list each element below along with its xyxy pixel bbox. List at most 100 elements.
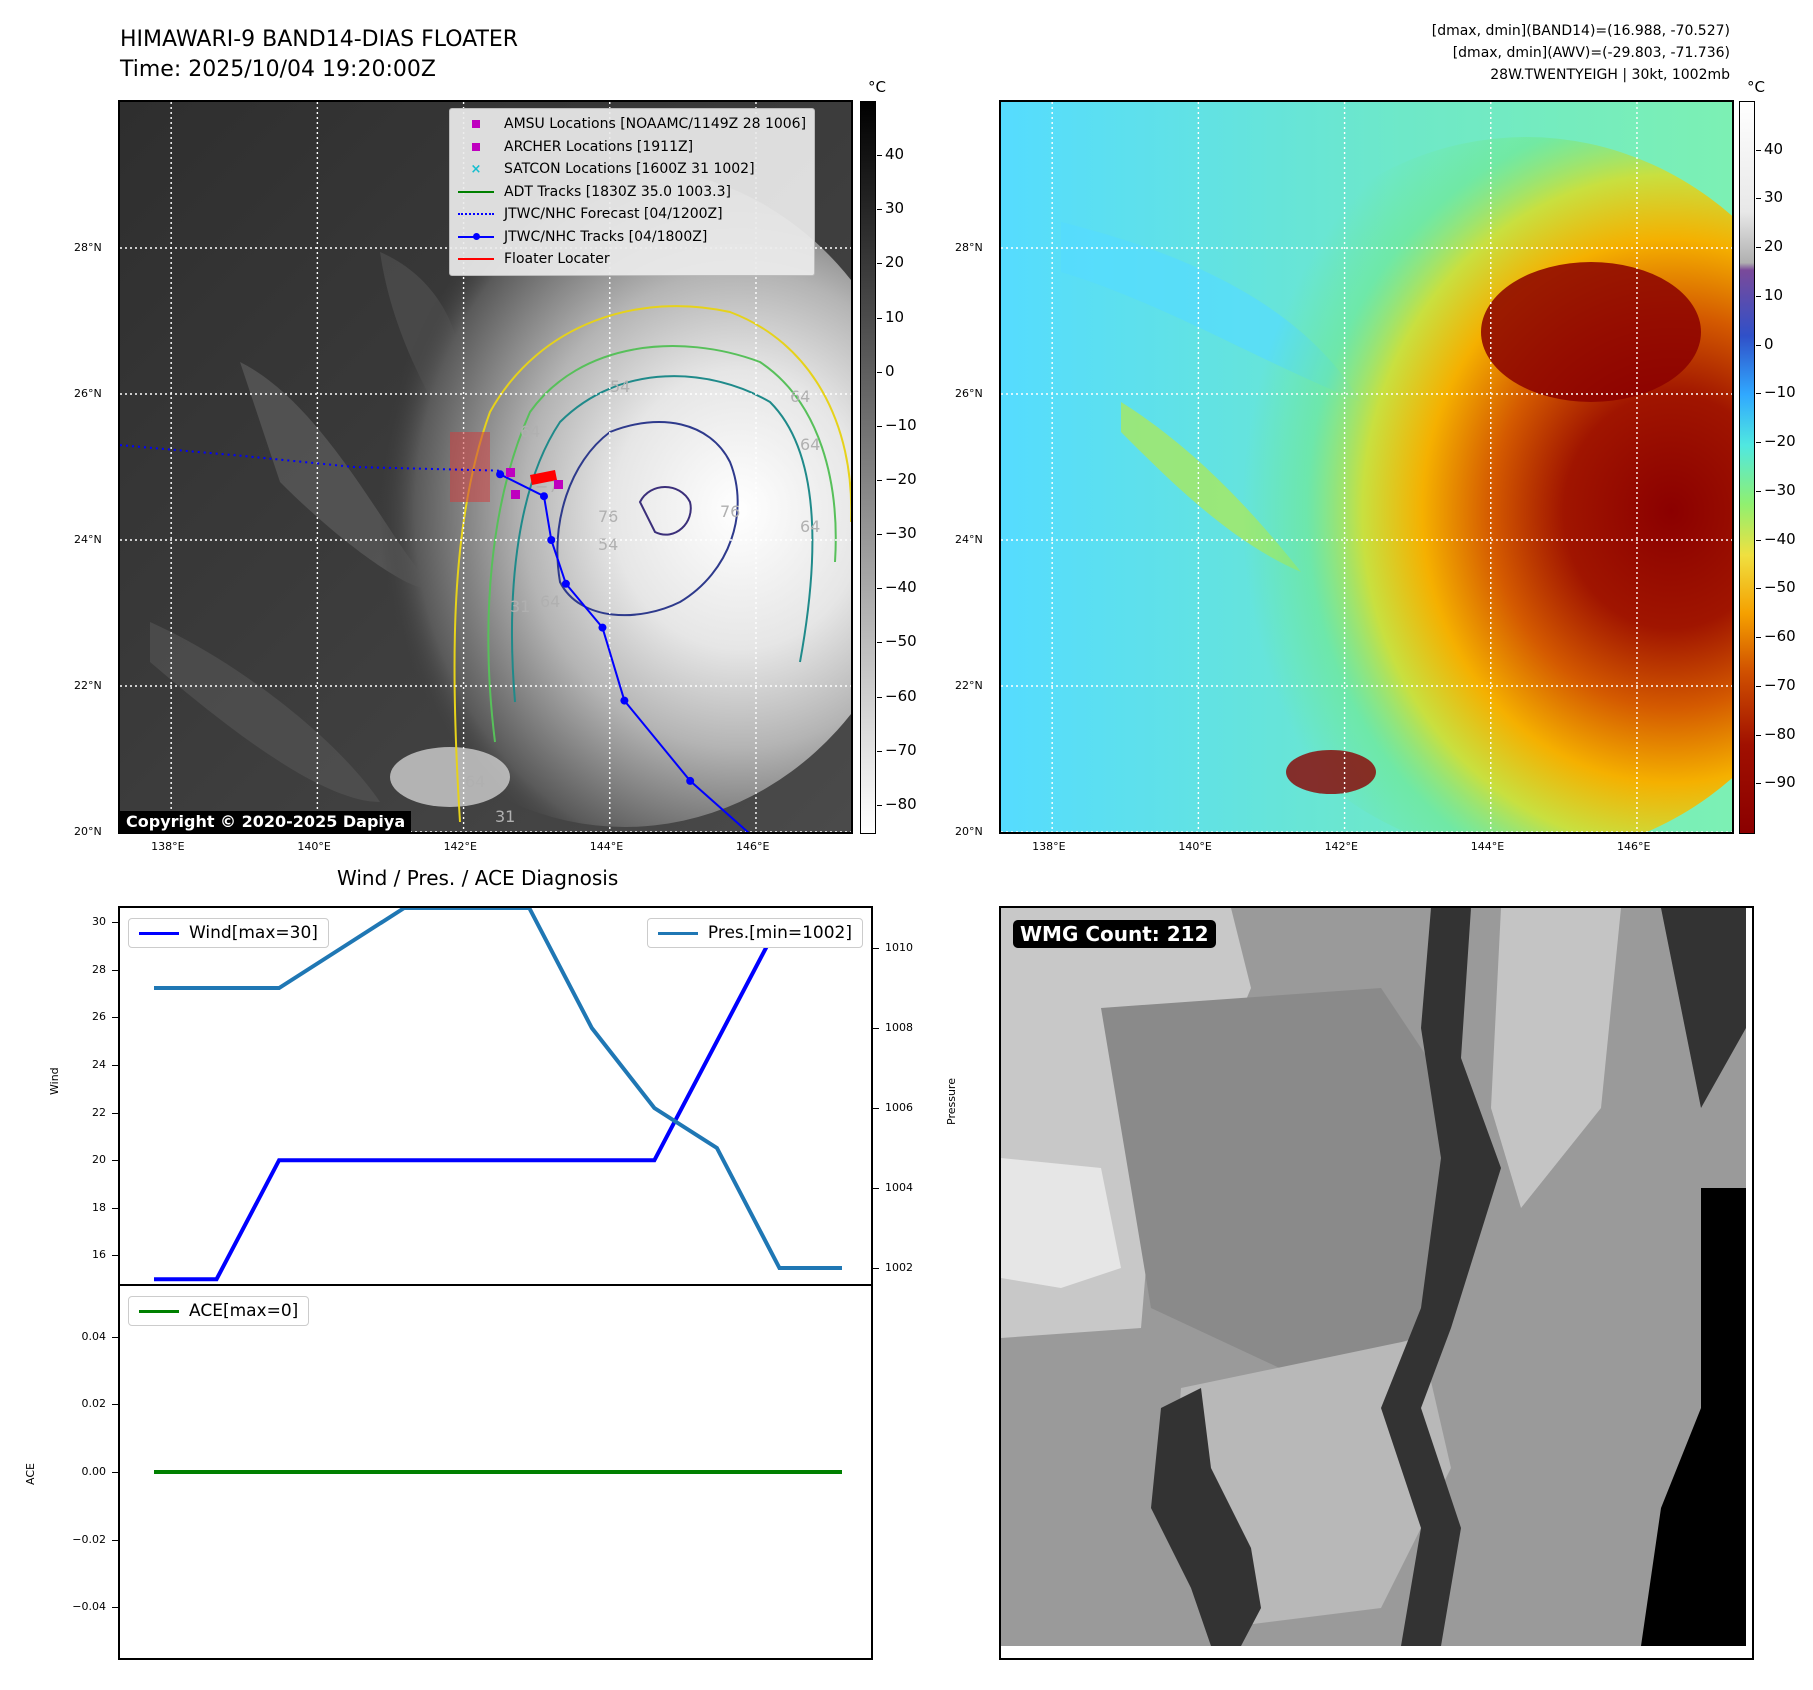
colorbar-tick-mark	[877, 371, 882, 373]
ace-plot: ACE[max=0]	[118, 1284, 873, 1660]
lon-tick-label: 140°E	[1178, 840, 1212, 853]
pressure-legend: Pres.[min=1002]	[646, 918, 863, 948]
colorbar-tick-mark	[877, 317, 882, 319]
y-tick-label: 28	[92, 962, 106, 976]
colorbar-tick-mark	[877, 480, 882, 482]
colorbar-tick-label: −10	[1764, 383, 1796, 402]
lon-tick-label: 138°E	[151, 840, 185, 853]
cold-top-region	[1286, 750, 1376, 794]
legend-label: ARCHER Locations [1911Z]	[504, 138, 694, 155]
ace-legend-label: ACE[max=0]	[189, 1301, 299, 1321]
colorbar-tick-mark	[877, 750, 882, 752]
colorbar-tick-mark	[1756, 588, 1761, 590]
colorbar-tick-label: 20	[1764, 237, 1784, 256]
ace-legend: ACE[max=0]	[128, 1296, 310, 1326]
wind-legend-label: Wind[max=30]	[189, 923, 318, 943]
awv-map-svg	[1001, 102, 1732, 832]
copyright-label: Copyright © 2020-2025 Dapiya	[120, 811, 412, 832]
legend-label: ADT Tracks [1830Z 35.0 1003.3]	[504, 183, 731, 200]
contour-label: 31	[510, 597, 530, 616]
pressure-axis-label: Pressure	[945, 1078, 958, 1125]
colorbar-tick-label: −50	[1764, 578, 1796, 597]
y-tick-label: 1010	[885, 941, 913, 954]
lat-tick-label: 24°N	[955, 533, 983, 546]
contour-yellow	[453, 305, 851, 823]
colorbar-tick-mark	[1756, 685, 1761, 687]
colorbar-tick-mark	[1756, 295, 1761, 297]
wmg-svg	[1001, 908, 1752, 1658]
lon-tick-label: 146°E	[735, 840, 770, 853]
contour-label: 54	[598, 535, 618, 554]
colorbar-tick-label: 10	[885, 307, 905, 326]
colorbar-tick-label: −40	[885, 578, 917, 597]
colorbar-tick-label: 40	[885, 145, 905, 164]
wind-pressure-svg	[154, 908, 842, 1282]
y-tick-mark	[112, 1207, 118, 1209]
cold-top-region	[1481, 262, 1701, 402]
colorbar-tick-label: −80	[885, 794, 917, 813]
contour-label: 31	[495, 807, 515, 826]
wind-legend-swatch	[139, 931, 179, 935]
lat-tick-label: 20°N	[74, 825, 102, 838]
ir-legend: AMSU Locations [NOAAMC/1149Z 28 1006] ARC…	[449, 108, 816, 276]
lat-tick-label: 26°N	[74, 387, 102, 400]
legend-entry: Floater Locater	[456, 248, 806, 271]
colorbar-tick-label: −50	[885, 632, 917, 651]
colorbar-tick-mark	[1756, 490, 1761, 492]
colorbar-tick-mark	[877, 155, 882, 157]
colorbar-tick-label: −10	[885, 415, 917, 434]
legend-symbol: ×	[470, 161, 482, 177]
track-point	[598, 623, 607, 632]
wmg-black-region	[1641, 1188, 1746, 1646]
wind-pressure-plot: Wind[max=30] Pres.[min=1002]	[118, 906, 873, 1286]
colorbar-tick-mark	[1756, 442, 1761, 444]
awv-map-panel	[999, 100, 1734, 834]
ir-colorbar-unit: °C	[868, 78, 886, 96]
wmg-count-label: WMG Count: 212	[1013, 920, 1216, 948]
y-tick-label: −0.04	[72, 1600, 106, 1614]
y-tick-label: 18	[92, 1200, 106, 1214]
lat-tick-label: 24°N	[74, 533, 102, 546]
archer-marker	[506, 468, 515, 477]
archer-marker	[554, 480, 563, 489]
track-point	[620, 696, 629, 705]
contour-label: 64	[540, 592, 560, 611]
colorbar-tick-mark	[1756, 247, 1761, 249]
colorbar-tick-label: −40	[1764, 529, 1796, 548]
cirrus-streak	[150, 622, 380, 802]
ir-map-panel: 64 54 64 64 76 76 54 64 64 31 64 31 −7 A…	[118, 100, 853, 834]
colorbar-tick-mark	[1756, 734, 1761, 736]
contour-label: 64	[800, 517, 820, 536]
storm-cloud-shield	[325, 167, 851, 827]
y-tick-mark	[112, 922, 118, 924]
colorbar-tick-label: −60	[885, 686, 917, 705]
y-tick-mark	[112, 1336, 118, 1338]
track-point	[686, 776, 695, 785]
colorbar-tick-mark	[1756, 539, 1761, 541]
lon-tick-label: 144°E	[1470, 840, 1505, 853]
y-tick-mark	[112, 1160, 118, 1162]
y-tick-mark	[112, 1065, 118, 1067]
series-line	[154, 920, 842, 1282]
colorbar-tick-label: 0	[1764, 334, 1774, 353]
best-track-points	[496, 470, 695, 785]
wmg-dark-band	[1381, 908, 1501, 1646]
legend-entry: × SATCON Locations [1600Z 31 1002]	[456, 158, 806, 181]
wind-axis-label: Wind	[48, 1067, 61, 1095]
colorbar-tick-mark	[1756, 783, 1761, 785]
y-tick-label: 0.02	[81, 1397, 107, 1411]
ace-axis-label: ACE	[24, 1463, 37, 1485]
track-point	[496, 470, 505, 479]
y-tick-mark	[112, 1472, 118, 1473]
colorbar-tick-label: −80	[1764, 724, 1796, 743]
y-tick-label: 30	[92, 915, 106, 929]
y-tick-mark	[112, 1255, 118, 1257]
colorbar-tick-label: 30	[885, 199, 905, 218]
contour-label: 64	[800, 435, 820, 454]
best-track-line	[499, 473, 750, 832]
awv-colorbar	[1739, 101, 1755, 834]
contour-label: 64	[465, 772, 485, 791]
y-tick-label: −0.02	[72, 1532, 106, 1546]
lat-tick-label: 22°N	[74, 679, 102, 692]
ace-svg	[154, 1470, 842, 1474]
